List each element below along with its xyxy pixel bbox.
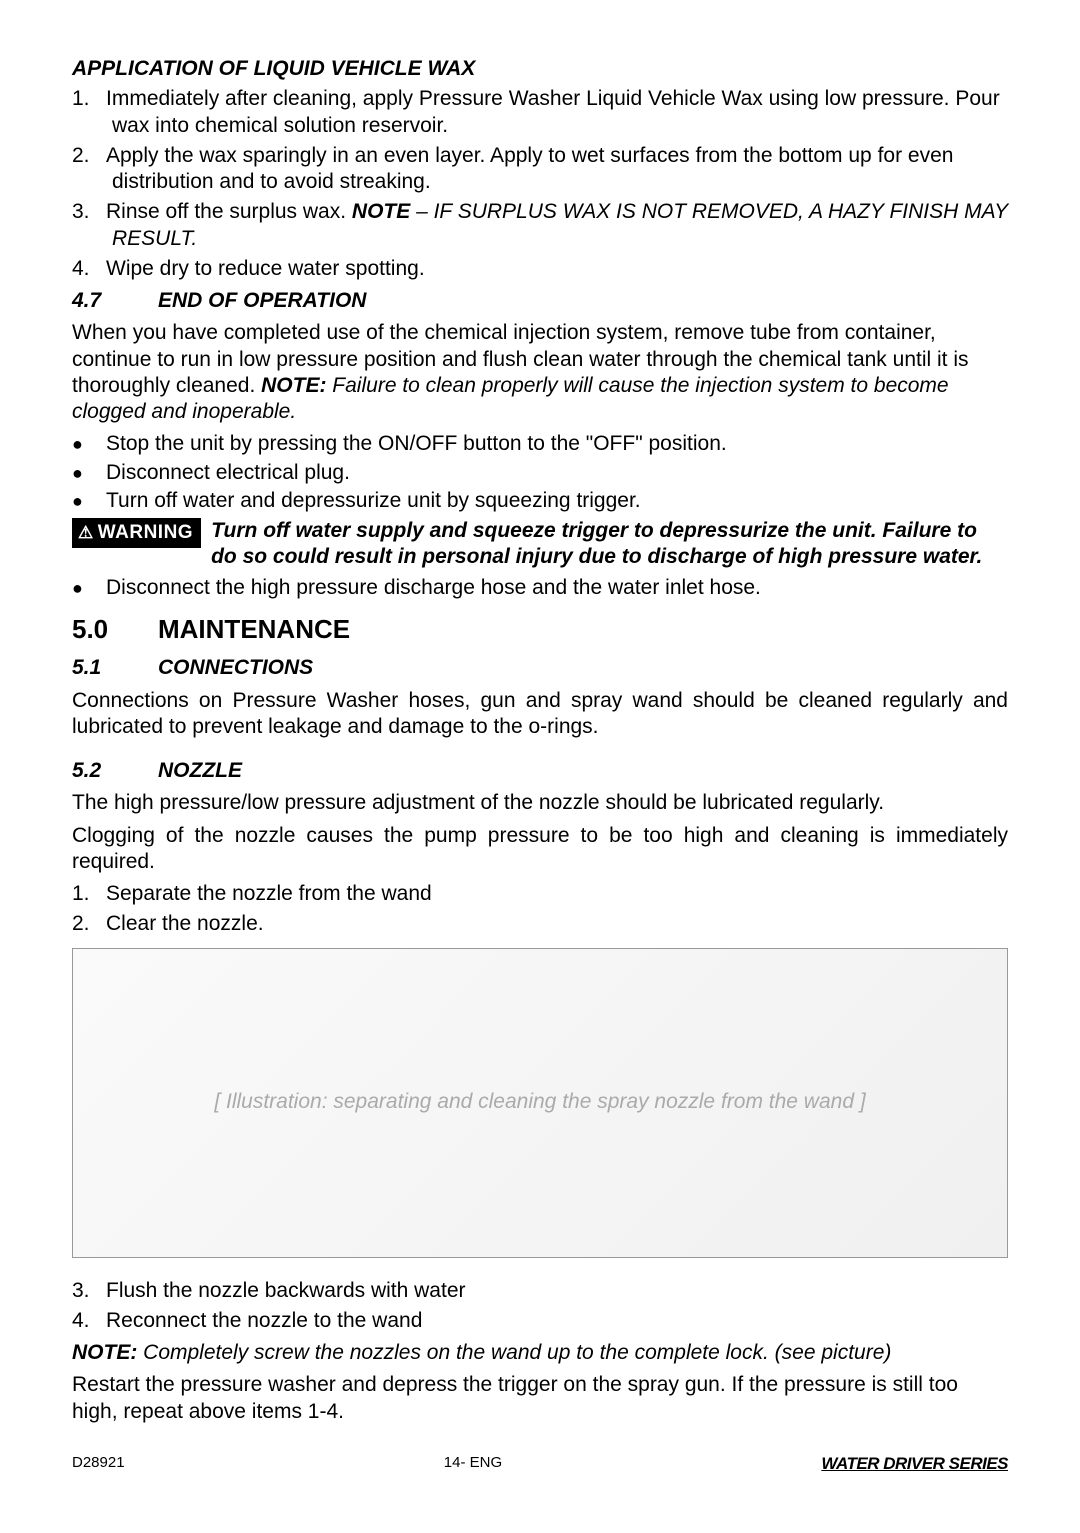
list-text: Apply the wax sparingly in an even layer… <box>106 144 953 193</box>
list-text: Wipe dry to reduce water spotting. <box>106 257 425 280</box>
list-item: Disconnect electrical plug. <box>72 460 1008 486</box>
list-item: 1.Separate the nozzle from the wand <box>72 881 1008 907</box>
page-footer: D28921 14- ENG WATER DRIVER SERIES <box>72 1453 1008 1474</box>
warning-block: ⚠WARNING Turn off water supply and squee… <box>72 518 1008 571</box>
end-op-bullets-after: Disconnect the high pressure discharge h… <box>72 575 1008 601</box>
warning-text: Turn off water supply and squeeze trigge… <box>201 518 1008 571</box>
illustration-placeholder-text: [ Illustration: separating and cleaning … <box>214 1089 865 1115</box>
heading-maintenance: 5.0MAINTENANCE <box>72 613 1008 646</box>
end-op-bullets: Stop the unit by pressing the ON/OFF but… <box>72 431 1008 514</box>
nozzle-closing: Restart the pressure washer and depress … <box>72 1372 1008 1425</box>
nozzle-para-2: Clogging of the nozzle causes the pump p… <box>72 823 1008 876</box>
list-item: Disconnect the high pressure discharge h… <box>72 575 1008 601</box>
nozzle-steps-top: 1.Separate the nozzle from the wand 2.Cl… <box>72 881 1008 938</box>
list-item: 1.Immediately after cleaning, apply Pres… <box>72 86 1008 139</box>
list-item: Stop the unit by pressing the ON/OFF but… <box>72 431 1008 457</box>
list-text: Immediately after cleaning, apply Pressu… <box>106 87 1000 136</box>
list-item: 3.Flush the nozzle backwards with water <box>72 1278 1008 1304</box>
list-item: 2.Clear the nozzle. <box>72 911 1008 937</box>
list-item: 4.Wipe dry to reduce water spotting. <box>72 256 1008 282</box>
warning-icon: ⚠ <box>78 522 94 543</box>
doc-code: D28921 <box>72 1454 125 1473</box>
list-item: Turn off water and depressurize unit by … <box>72 488 1008 514</box>
list-item: 2.Apply the wax sparingly in an even lay… <box>72 143 1008 196</box>
heading-nozzle: 5.2NOZZLE <box>72 758 1008 784</box>
list-item: 3.Rinse off the surplus wax. NOTE – IF S… <box>72 199 1008 252</box>
heading-connections: 5.1CONNECTIONS <box>72 655 1008 681</box>
nozzle-para-1: The high pressure/low pressure adjustmen… <box>72 790 1008 816</box>
list-text: Rinse off the surplus wax. NOTE – IF SUR… <box>106 200 1008 249</box>
wax-steps-list: 1.Immediately after cleaning, apply Pres… <box>72 86 1008 282</box>
connections-para: Connections on Pressure Washer hoses, gu… <box>72 688 1008 741</box>
nozzle-note: NOTE: Completely screw the nozzles on th… <box>72 1340 1008 1366</box>
heading-end-of-operation: 4.7END OF OPERATION <box>72 288 1008 314</box>
list-item: 4.Reconnect the nozzle to the wand <box>72 1308 1008 1334</box>
brand-logo: WATER DRIVER SERIES <box>821 1453 1008 1474</box>
nozzle-steps-bottom: 3.Flush the nozzle backwards with water … <box>72 1278 1008 1335</box>
warning-badge: ⚠WARNING <box>72 518 201 548</box>
nozzle-illustration: [ Illustration: separating and cleaning … <box>72 948 1008 1258</box>
heading-application-wax: APPLICATION OF LIQUID VEHICLE WAX <box>72 56 1008 82</box>
end-of-operation-intro: When you have completed use of the chemi… <box>72 320 1008 425</box>
page-number: 14- ENG <box>444 1454 502 1473</box>
